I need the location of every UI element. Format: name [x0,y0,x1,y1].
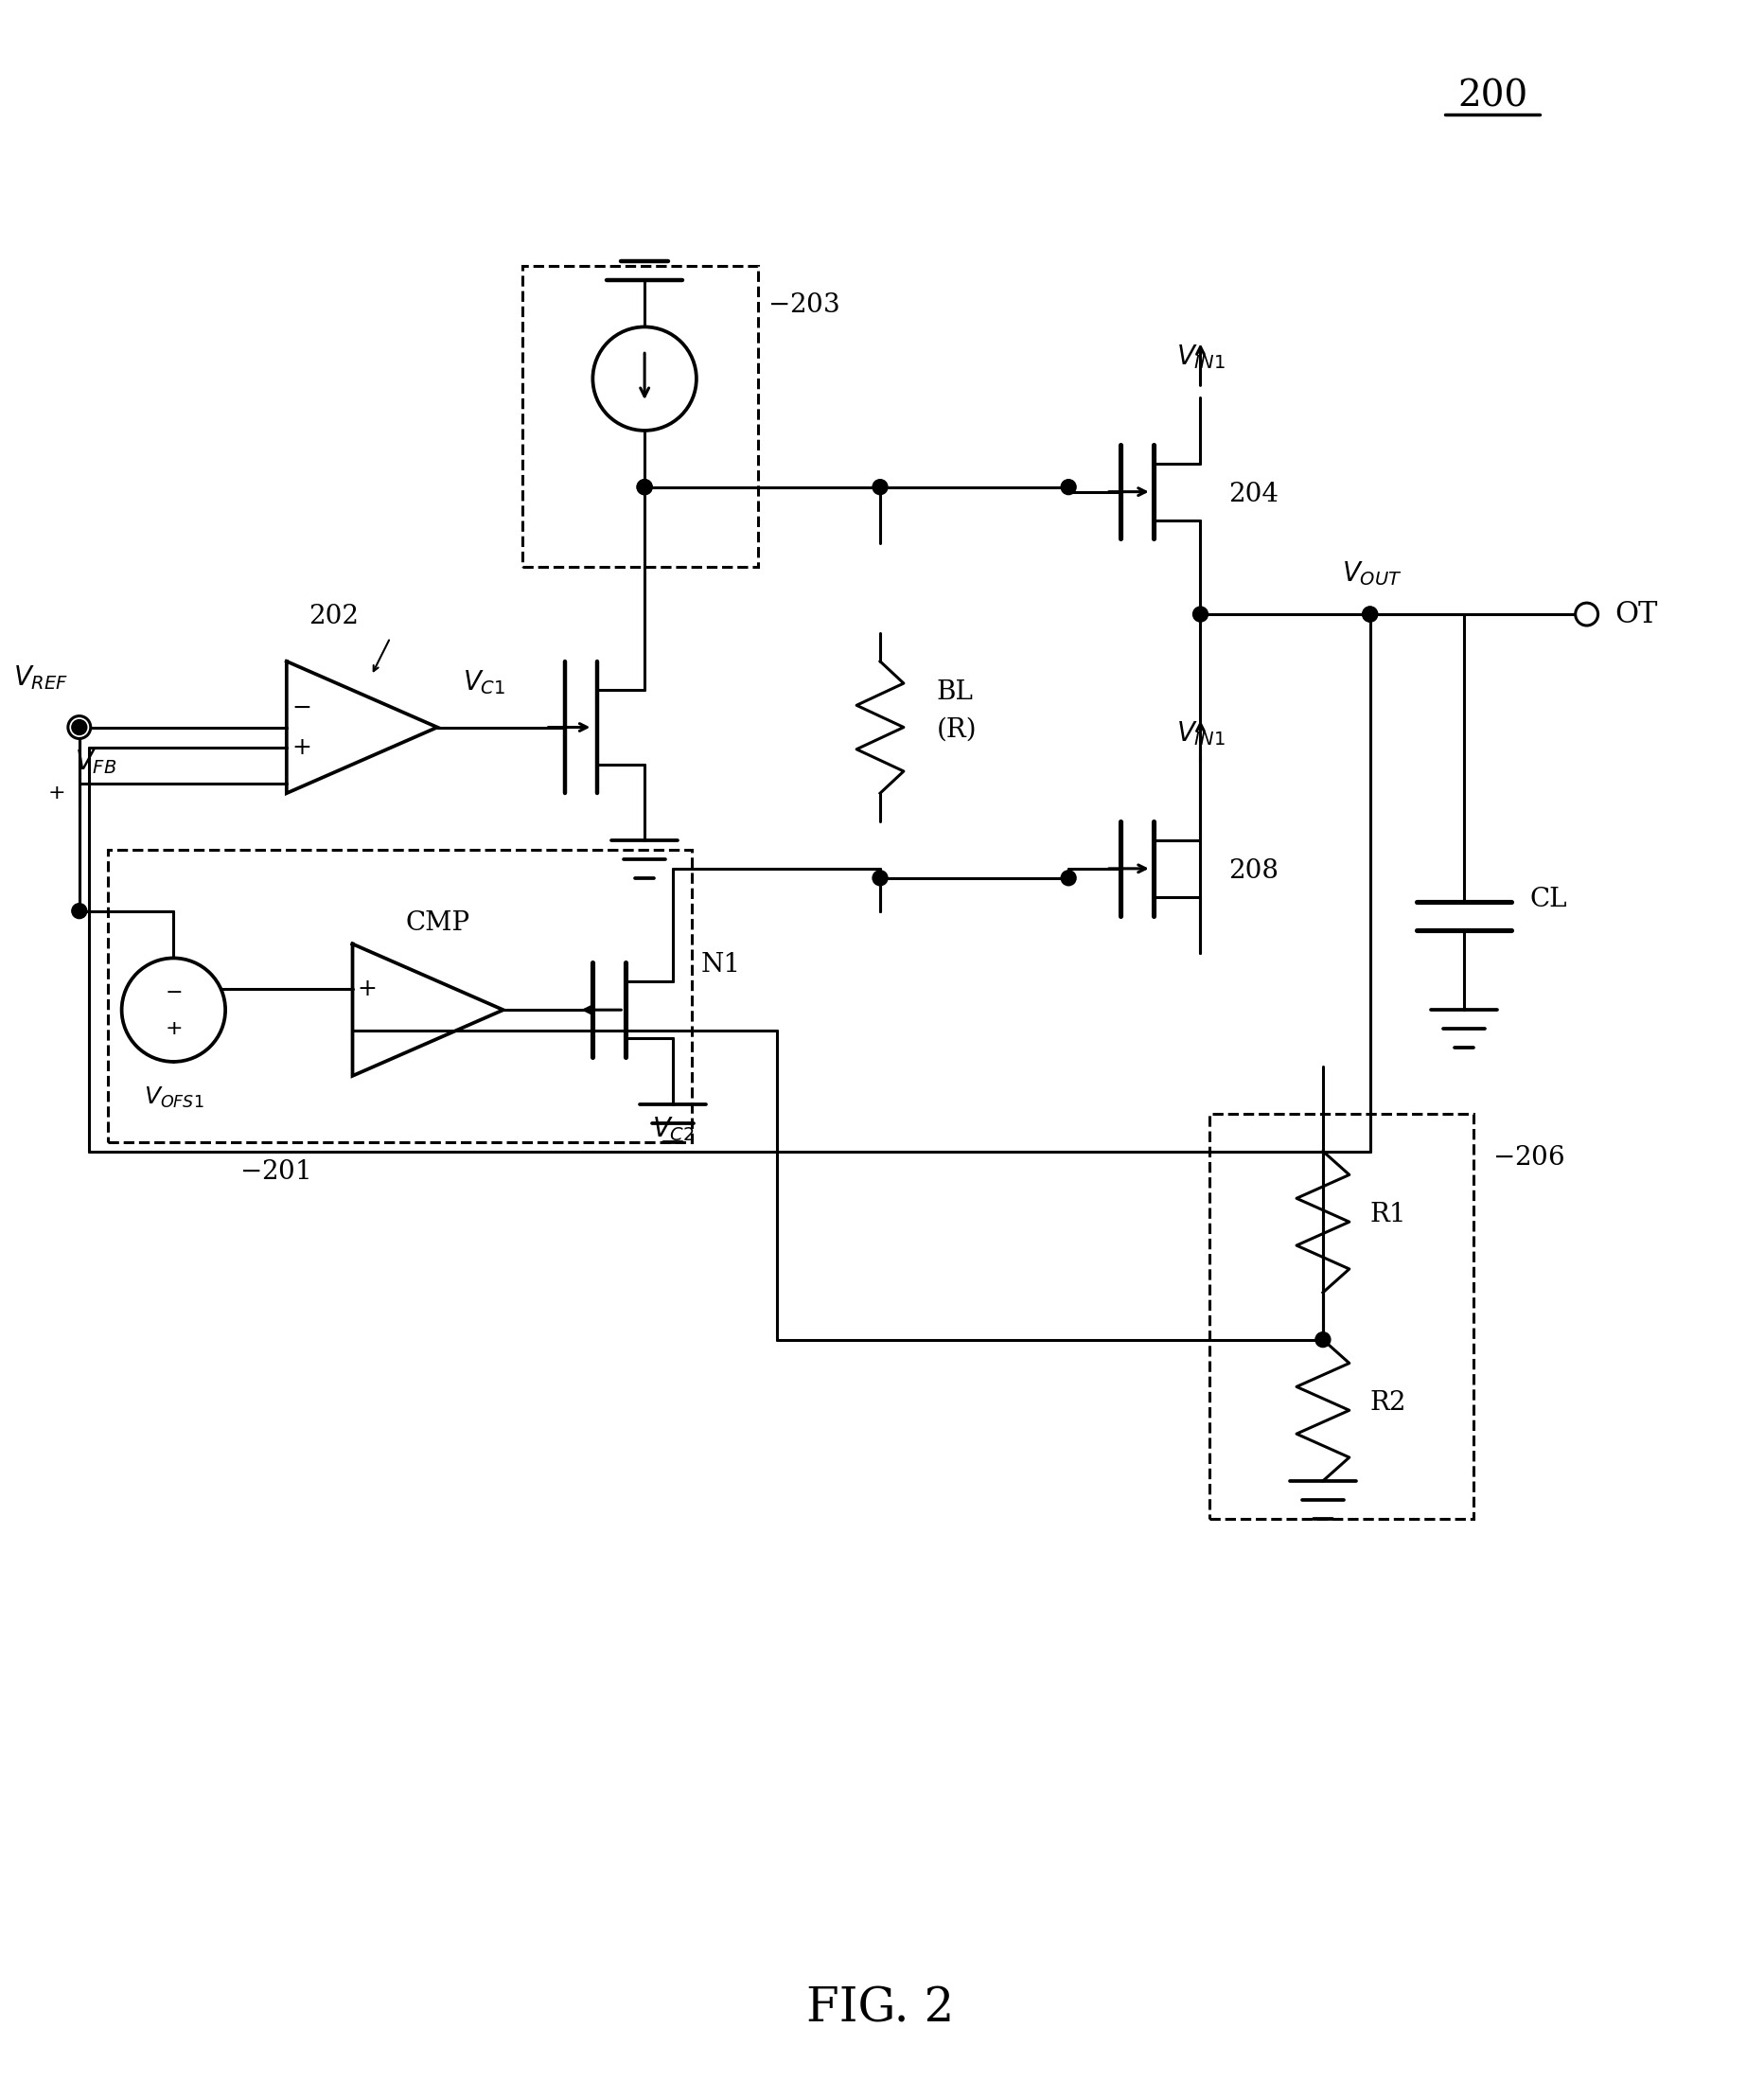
Circle shape [69,715,90,738]
Circle shape [637,480,651,495]
Text: $-$: $-$ [164,982,182,1001]
Circle shape [1060,871,1076,885]
Text: $V_{FB}$: $V_{FB}$ [74,747,116,776]
Text: $-$: $-$ [291,694,310,718]
Circle shape [593,327,697,430]
Circle shape [1575,602,1596,625]
Circle shape [1362,606,1378,621]
Text: $-$201: $-$201 [240,1160,310,1185]
Text: 204: 204 [1228,480,1279,508]
Text: (R): (R) [937,718,977,743]
Text: $V_{IN1}$: $V_{IN1}$ [1175,342,1224,371]
Text: 200: 200 [1457,78,1528,113]
Text: $V_{C1}$: $V_{C1}$ [462,667,506,697]
Text: $-$203: $-$203 [767,294,838,319]
Circle shape [871,871,887,885]
Circle shape [1362,606,1378,621]
Text: $+$: $+$ [291,736,310,759]
Text: $V_{OFS1}$: $V_{OFS1}$ [143,1085,203,1110]
Text: FIG. 2: FIG. 2 [806,1985,954,2033]
Circle shape [122,959,226,1062]
Text: $V_{OUT}$: $V_{OUT}$ [1341,560,1401,587]
Text: CL: CL [1529,885,1566,913]
Text: N1: N1 [700,952,741,978]
Text: $+$: $+$ [48,785,64,804]
Text: $V_{C2}$: $V_{C2}$ [651,1116,693,1143]
Circle shape [72,720,86,734]
Text: 202: 202 [309,604,358,629]
Circle shape [871,480,887,495]
Text: OT: OT [1614,600,1656,629]
Circle shape [1192,606,1207,621]
Text: BL: BL [937,680,974,705]
Circle shape [1314,1332,1330,1347]
Circle shape [1060,480,1076,495]
Text: $+$: $+$ [356,978,376,1001]
Text: R2: R2 [1369,1391,1406,1416]
Text: $-$206: $-$206 [1492,1146,1565,1171]
Text: $V_{REF}$: $V_{REF}$ [14,663,69,692]
Text: $-$: $-$ [356,1020,376,1043]
Text: $V_{IN1}$: $V_{IN1}$ [1175,720,1224,747]
Text: CMP: CMP [406,911,469,936]
Text: $+$: $+$ [164,1020,182,1039]
Circle shape [637,480,651,495]
Circle shape [72,904,86,919]
Text: R1: R1 [1369,1202,1406,1227]
Text: 208: 208 [1228,858,1279,883]
